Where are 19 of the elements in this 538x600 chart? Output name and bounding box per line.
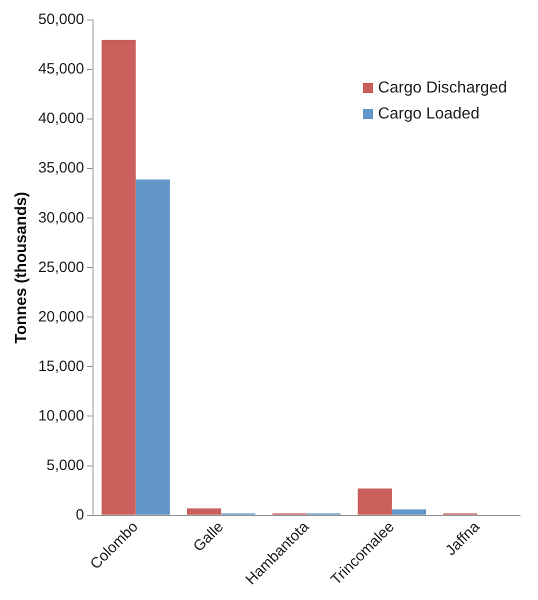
- y-tick-label: 35,000: [38, 160, 84, 177]
- y-tick-label: 15,000: [38, 358, 84, 375]
- y-tick-label: 40,000: [38, 110, 84, 128]
- y-tick-label: 20,000: [38, 308, 84, 326]
- bar: [102, 40, 136, 515]
- y-tick-label: 5,000: [46, 456, 84, 474]
- y-tick-label: 30,000: [38, 209, 84, 226]
- y-tick-label: 45,000: [38, 60, 84, 78]
- y-tick-label: 0: [76, 506, 84, 524]
- legend-label: Cargo Loaded: [378, 105, 480, 122]
- bar: [136, 179, 170, 515]
- bar: [392, 509, 426, 515]
- y-axis-title: Tonnes (thousands): [13, 192, 30, 344]
- bar: [187, 508, 222, 515]
- y-tick-label: 10,000: [38, 407, 84, 424]
- bar: [358, 488, 392, 515]
- y-tick-label: 25,000: [38, 258, 84, 276]
- y-tick-label: 50,000: [38, 11, 84, 28]
- legend-label: Cargo Discharged: [378, 79, 507, 96]
